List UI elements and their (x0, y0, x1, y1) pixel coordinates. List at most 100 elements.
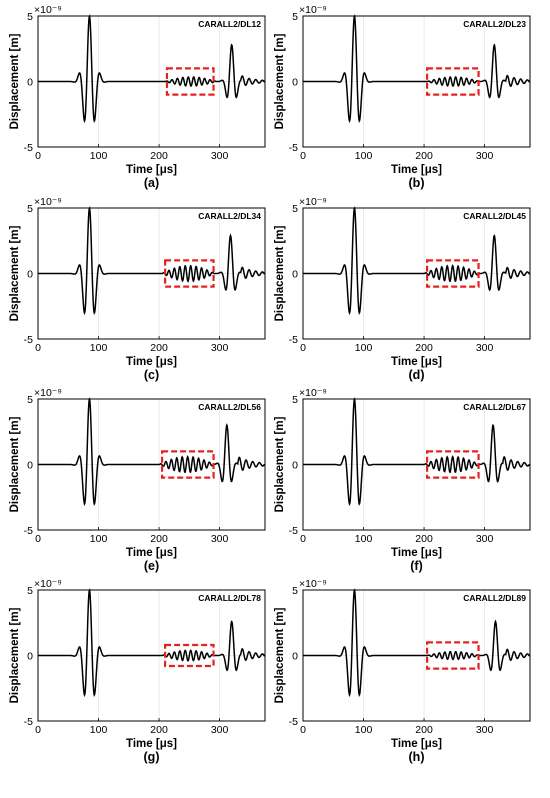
panel-caption: (a) (144, 176, 159, 190)
y-tick-label: 0 (27, 77, 33, 89)
y-tick-label: -5 (289, 142, 298, 154)
series-tag-label: CARALL2/DL45 (463, 211, 526, 221)
x-tick-label: 100 (90, 533, 108, 545)
x-tick-label: 300 (211, 533, 229, 545)
x-axis-label: Time [μs] (391, 738, 442, 750)
y-exponent-label: ×10⁻⁹ (34, 387, 62, 399)
series-tag-label: CARALL2/DL12 (198, 19, 261, 29)
y-axis-label: Displacement [m] (274, 607, 286, 703)
x-tick-label: 200 (150, 724, 168, 736)
x-tick-label: 100 (90, 150, 108, 162)
x-tick-label: 300 (476, 342, 494, 354)
y-exponent-label: ×10⁻⁹ (34, 4, 62, 16)
x-tick-label: 100 (355, 533, 373, 545)
y-exponent-label: ×10⁻⁹ (34, 578, 62, 590)
displacement-series-line (38, 588, 266, 698)
y-exponent-label: ×10⁻⁹ (299, 196, 327, 208)
highlight-box (425, 641, 480, 670)
y-tick-label: -5 (289, 716, 298, 728)
y-tick-label: 0 (292, 77, 298, 89)
x-tick-label: 300 (211, 724, 229, 736)
y-exponent-label: ×10⁻⁹ (34, 196, 62, 208)
panel-caption: (h) (409, 750, 425, 764)
displacement-series-line (38, 206, 266, 316)
highlight-box (425, 259, 480, 288)
x-tick-label: 100 (90, 342, 108, 354)
y-tick-label: 5 (27, 394, 33, 406)
panel-caption: (g) (144, 750, 160, 764)
y-tick-label: 5 (292, 394, 298, 406)
x-tick-label: 0 (300, 342, 306, 354)
x-tick-label: 200 (415, 342, 433, 354)
x-tick-label: 200 (415, 724, 433, 736)
x-tick-label: 0 (35, 533, 41, 545)
y-tick-label: 0 (292, 651, 298, 663)
highlight-box (425, 67, 480, 96)
y-tick-label: 5 (27, 585, 33, 597)
y-tick-label: 5 (292, 203, 298, 215)
x-tick-label: 100 (355, 724, 373, 736)
y-tick-label: -5 (24, 525, 33, 537)
x-tick-label: 200 (150, 533, 168, 545)
x-tick-label: 0 (300, 150, 306, 162)
panel-caption: (e) (144, 559, 159, 573)
highlight-box (160, 450, 215, 479)
y-axis-label: Displacement [m] (9, 416, 21, 512)
y-exponent-label: ×10⁻⁹ (299, 4, 327, 16)
x-tick-label: 200 (150, 150, 168, 162)
highlight-box (164, 643, 215, 668)
x-tick-label: 0 (35, 724, 41, 736)
x-tick-label: 0 (300, 533, 306, 545)
series-tag-label: CARALL2/DL34 (198, 211, 261, 221)
displacement-series-line (303, 588, 531, 698)
y-tick-label: -5 (24, 142, 33, 154)
x-axis-label: Time [μs] (126, 738, 177, 750)
y-tick-label: 0 (27, 651, 33, 663)
y-tick-label: -5 (289, 334, 298, 346)
y-tick-label: 0 (292, 460, 298, 472)
x-tick-label: 200 (415, 533, 433, 545)
y-tick-label: 0 (292, 269, 298, 281)
y-axis-label: Displacement [m] (9, 33, 21, 129)
y-tick-label: 5 (292, 585, 298, 597)
panel-caption: (f) (410, 559, 423, 573)
displacement-series-line (303, 14, 531, 124)
y-axis-label: Displacement [m] (9, 225, 21, 321)
y-tick-label: -5 (289, 525, 298, 537)
x-axis-label: Time [μs] (126, 356, 177, 368)
displacement-series-line (38, 397, 266, 507)
x-tick-label: 0 (35, 150, 41, 162)
x-tick-label: 100 (355, 150, 373, 162)
y-tick-label: 5 (292, 11, 298, 23)
x-tick-label: 0 (35, 342, 41, 354)
series-tag-label: CARALL2/DL23 (463, 19, 526, 29)
x-axis-label: Time [μs] (391, 547, 442, 559)
y-axis-label: Displacement [m] (274, 33, 286, 129)
x-tick-label: 300 (211, 342, 229, 354)
series-tag-label: CARALL2/DL56 (198, 402, 261, 412)
displacement-series-line (303, 397, 531, 507)
x-tick-label: 0 (300, 724, 306, 736)
panel-caption: (c) (144, 368, 159, 382)
highlight-box (165, 67, 215, 96)
y-exponent-label: ×10⁻⁹ (299, 578, 327, 590)
y-tick-label: 5 (27, 11, 33, 23)
y-axis-label: Displacement [m] (9, 607, 21, 703)
panel-caption: (b) (409, 176, 425, 190)
x-axis-label: Time [μs] (126, 164, 177, 176)
x-axis-label: Time [μs] (391, 356, 442, 368)
series-tag-label: CARALL2/DL89 (463, 593, 526, 603)
y-tick-label: 0 (27, 269, 33, 281)
x-tick-label: 300 (476, 533, 494, 545)
x-tick-label: 300 (476, 150, 494, 162)
x-tick-label: 100 (355, 342, 373, 354)
x-tick-label: 300 (476, 724, 494, 736)
